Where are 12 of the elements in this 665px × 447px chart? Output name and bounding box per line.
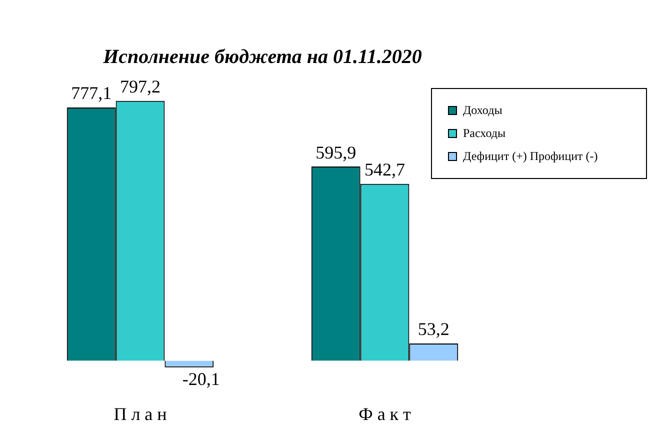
data-label: 777,1 <box>71 83 112 104</box>
data-label: 595,9 <box>316 142 356 162</box>
data-label: -20,1 <box>182 369 220 390</box>
chart-title: Исполнение бюджета на 01.11.2020 <box>102 46 422 68</box>
data-label: 542,7 <box>364 160 405 180</box>
legend-label: Расходы <box>463 126 506 141</box>
legend-label: Дефицит (+) Профицит (-) <box>463 149 598 164</box>
x-tick-label: П л а н <box>114 404 168 424</box>
data-label: 797,2 <box>120 76 160 97</box>
x-tick-label: Ф а к т <box>358 404 412 424</box>
legend-label: Доходы <box>463 103 502 118</box>
data-label: 53,2 <box>418 319 450 340</box>
